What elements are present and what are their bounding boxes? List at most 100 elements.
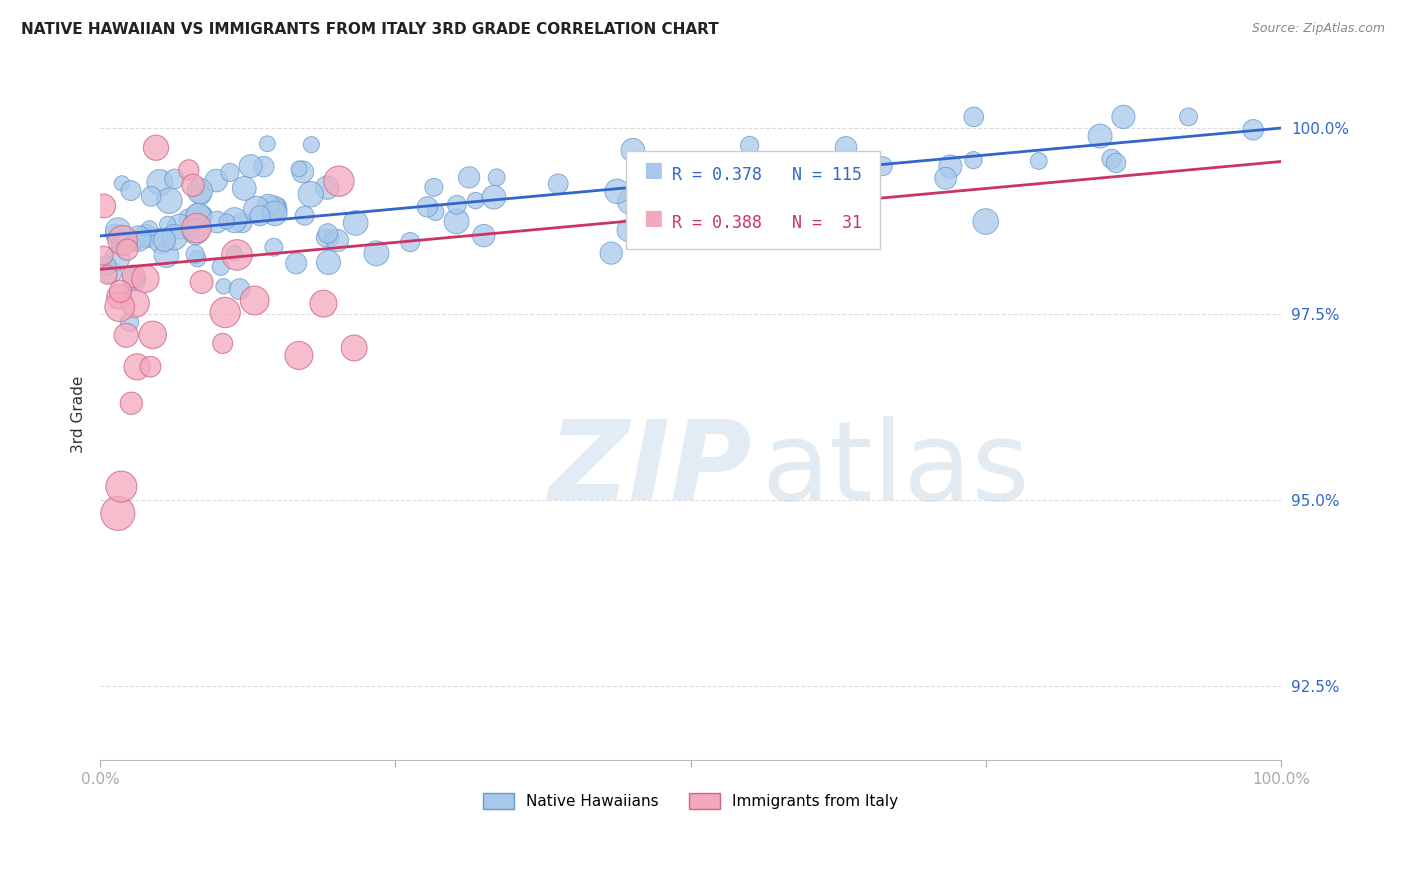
Point [316,227,339,241]
Point [111,233,134,247]
Point [169,219,191,234]
Point [256,136,278,151]
Point [619,194,641,209]
Point [108,290,131,304]
Point [835,205,858,219]
Point [138,221,160,235]
Point [111,177,134,191]
Point [118,315,141,329]
Point [219,165,242,179]
Point [139,359,162,374]
Point [184,247,207,261]
Point [299,187,322,202]
Point [100,266,122,280]
Point [962,153,984,168]
Point [107,223,129,237]
Point [299,137,322,152]
Text: R = 0.378   N = 115: R = 0.378 N = 115 [672,166,862,184]
Point [458,170,481,185]
Point [156,218,179,232]
Point [135,229,157,244]
Point [738,138,761,153]
Point [446,214,468,228]
Point [124,273,146,287]
Point [141,189,163,203]
Point [243,293,266,308]
Point [1088,129,1111,144]
Point [134,271,156,285]
Point [157,194,180,208]
Text: atlas: atlas [762,417,1031,524]
Point [294,209,316,223]
Point [683,178,706,192]
Point [135,229,157,244]
Point [93,249,115,263]
Y-axis label: 3rd Grade: 3rd Grade [72,376,86,453]
Point [1177,110,1199,124]
Point [264,206,287,220]
Point [226,248,249,262]
Point [187,209,209,223]
Point [257,198,280,212]
Point [125,234,148,248]
Point [214,305,236,319]
Point [637,178,659,193]
Point [974,214,997,228]
Point [215,214,238,228]
Point [399,235,422,249]
Point [239,159,262,173]
Point [316,180,339,194]
Point [312,296,335,310]
Point [872,159,894,173]
Point [617,223,640,237]
Point [835,140,858,154]
Point [93,199,115,213]
Point [127,231,149,245]
Point [797,190,820,204]
Point [124,296,146,310]
Text: ■: ■ [643,161,662,180]
Point [366,246,388,260]
Point [105,252,128,266]
Point [97,268,120,282]
Point [318,255,340,269]
Point [425,205,447,219]
Point [224,213,246,227]
Point [693,161,716,175]
Point [212,279,235,293]
Point [285,256,308,270]
Point [267,198,290,212]
Point [485,170,508,185]
Point [209,260,232,274]
Point [1105,156,1128,170]
Point [423,180,446,194]
Point [181,178,204,193]
Point [1028,153,1050,168]
Point [205,173,228,187]
Point [326,234,349,248]
Point [115,328,138,343]
Point [606,184,628,198]
Point [153,233,176,247]
Point [1112,110,1135,124]
Point [652,185,675,199]
Point [231,216,253,230]
Point [187,209,209,223]
Point [211,336,233,351]
Point [228,282,250,296]
Point [621,143,644,157]
Point [108,300,131,314]
Point [291,165,314,179]
Point [263,240,285,254]
Point [416,200,439,214]
Point [738,164,761,178]
Point [472,228,495,243]
Point [482,190,505,204]
Point [122,269,145,284]
Point [939,160,962,174]
Point [177,211,200,226]
Point [600,246,623,260]
Point [446,198,468,212]
Point [654,188,676,202]
Point [344,216,367,230]
